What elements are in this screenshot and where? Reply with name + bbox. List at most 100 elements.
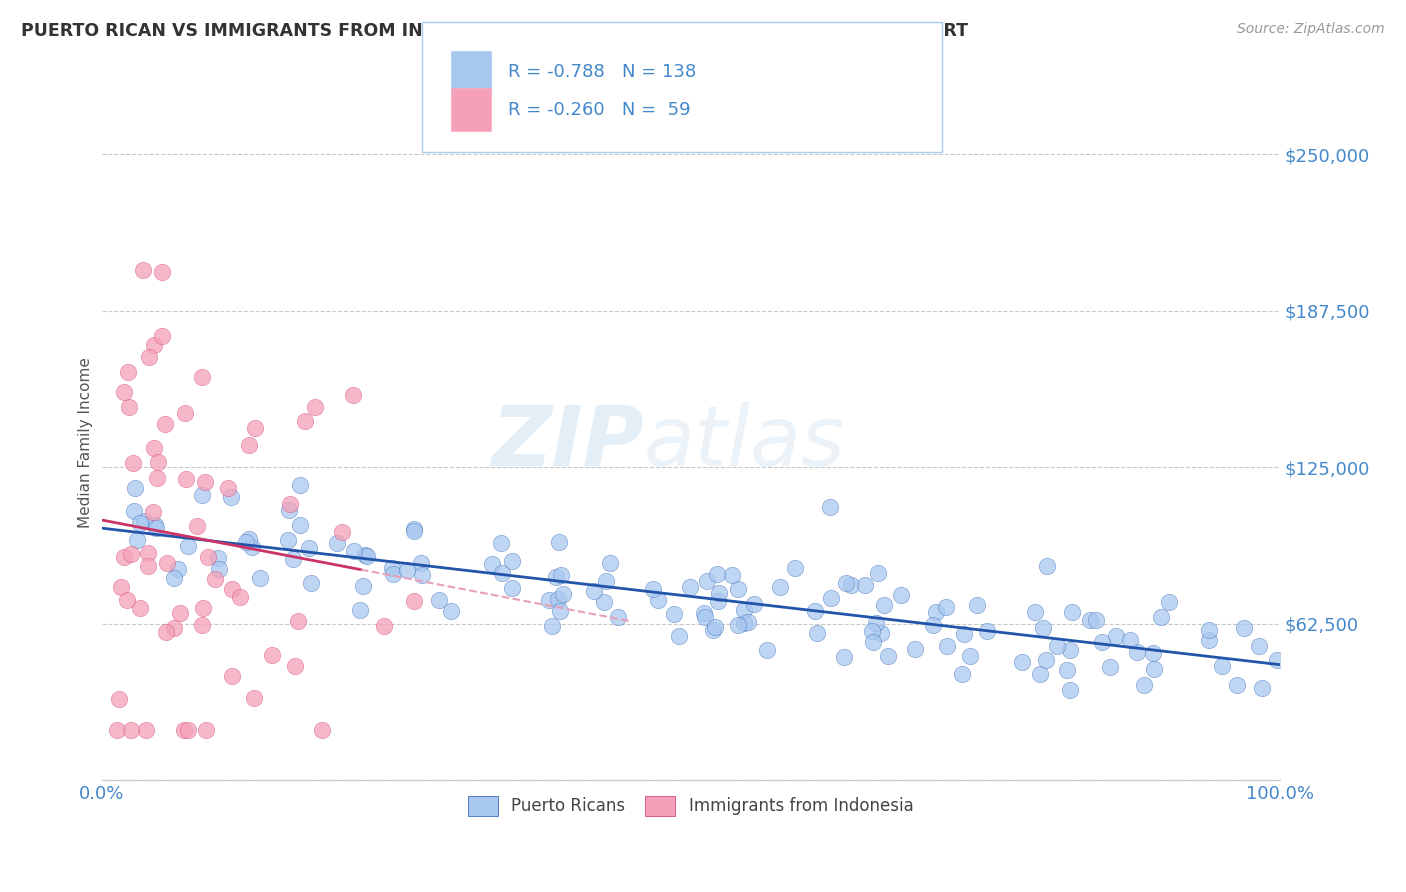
Point [876,648,898,663]
Point [832,650,855,665]
Point [820,500,842,515]
Point [243,691,266,706]
Point [143,517,166,532]
Point [120,548,142,562]
Point [755,643,778,657]
Point [142,337,165,351]
Point [783,561,806,575]
Point [242,540,264,554]
Point [278,502,301,516]
Point [332,524,354,539]
Point [174,406,197,420]
Point [260,648,283,662]
Point [950,667,973,681]
Point [112,385,135,400]
Point [221,582,243,597]
Point [155,624,177,639]
Point [1133,677,1156,691]
Point [904,641,927,656]
Point [411,556,433,570]
Point [541,618,564,632]
Point [204,572,226,586]
Point [702,623,724,637]
Point [129,601,152,615]
Point [150,329,173,343]
Point [706,567,728,582]
Point [356,549,378,564]
Point [1024,605,1046,619]
Point [1091,635,1114,649]
Point [1059,682,1081,697]
Point [925,605,948,619]
Point [163,621,186,635]
Point [404,522,426,536]
Text: PUERTO RICAN VS IMMIGRANTS FROM INDONESIA MEDIAN FAMILY INCOME CORRELATION CHART: PUERTO RICAN VS IMMIGRANTS FROM INDONESI… [21,22,969,40]
Point [890,588,912,602]
Point [146,455,169,469]
Point [727,618,749,632]
Point [118,400,141,414]
Point [326,536,349,550]
Point [197,549,219,564]
Point [862,635,884,649]
Point [606,610,628,624]
Point [481,557,503,571]
Point [1119,633,1142,648]
Point [343,544,366,558]
Point [129,516,152,531]
Point [693,606,716,620]
Point [278,497,301,511]
Point [703,620,725,634]
Point [548,604,571,618]
Point [870,626,893,640]
Point [136,546,159,560]
Point [839,578,862,592]
Point [489,536,512,550]
Point [146,471,169,485]
Point [298,541,321,556]
Point [966,598,988,612]
Point [117,365,139,379]
Point [1126,645,1149,659]
Point [167,561,190,575]
Point [1104,629,1126,643]
Point [1157,595,1180,609]
Y-axis label: Median Family Income: Median Family Income [79,357,93,528]
Point [194,723,217,738]
Point [208,561,231,575]
Point [935,639,957,653]
Point [284,659,307,673]
Point [150,264,173,278]
Point [153,417,176,432]
Point [287,614,309,628]
Point [249,571,271,585]
Point [865,615,887,630]
Point [959,648,981,663]
Point [112,550,135,565]
Point [1078,613,1101,627]
Point [177,723,200,738]
Point [217,482,239,496]
Point [156,557,179,571]
Point [721,568,744,582]
Point [395,563,418,577]
Point [835,576,858,591]
Point [352,579,374,593]
Point [1198,633,1220,648]
Text: atlas: atlas [644,401,845,483]
Point [501,554,523,568]
Point [238,438,260,452]
Point [122,456,145,470]
Point [1143,662,1166,676]
Point [108,691,131,706]
Point [176,472,198,486]
Point [191,370,214,384]
Point [595,574,617,588]
Point [163,571,186,585]
Point [402,594,425,608]
Point [145,521,167,535]
Point [1251,681,1274,695]
Point [668,629,690,643]
Point [110,581,132,595]
Point [733,603,755,617]
